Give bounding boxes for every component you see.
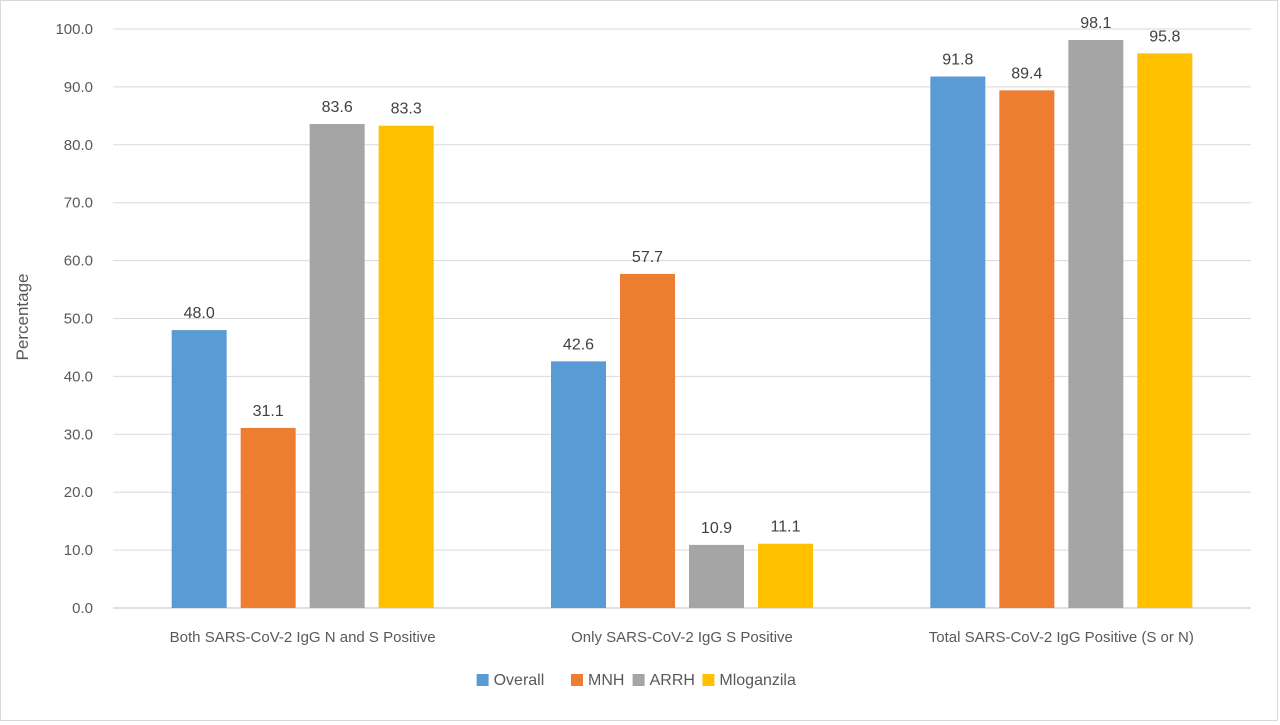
bar-overall — [551, 361, 606, 608]
y-tick-label: 100.0 — [55, 21, 93, 38]
y-axis-ticks: 0.0 10.0 20.0 30.0 40.0 50.0 60.0 70.0 80.0 90.0 1… — [55, 21, 93, 617]
bar-mnh — [620, 273, 675, 608]
bar-mnh — [240, 427, 296, 608]
legend-swatch — [571, 674, 583, 686]
y-tick-label: 50.0 — [64, 311, 93, 328]
legend-item-arrh: ARRH — [632, 672, 695, 689]
data-label: 31.1 — [253, 403, 284, 420]
data-label: 98.1 — [1080, 15, 1111, 32]
gridlines — [113, 28, 1251, 609]
legend-label: Mloganzila — [719, 672, 796, 689]
data-label: 83.6 — [322, 99, 353, 116]
legend-swatch — [632, 674, 645, 686]
y-tick-label: 0.0 — [72, 600, 93, 617]
data-label: 57.7 — [632, 249, 663, 266]
x-category-label: Total SARS-CoV-2 IgG Positive (S or N) — [929, 629, 1194, 646]
data-label: 42.6 — [563, 336, 594, 353]
x-category-label: Both SARS-CoV-2 IgG N and S Positive — [170, 629, 436, 646]
bar-arrh — [309, 123, 365, 609]
y-tick-label: 20.0 — [64, 484, 93, 501]
x-axis-categories: Both SARS-CoV-2 IgG N and S Positive Only… — [170, 629, 1194, 646]
legend-swatch — [476, 674, 489, 686]
data-label: 10.9 — [701, 520, 732, 537]
data-label: 91.8 — [942, 51, 973, 68]
legend-label: Overall — [494, 672, 545, 689]
y-tick-label: 80.0 — [64, 137, 93, 154]
bar-mloganzila — [1137, 53, 1193, 609]
data-label: 83.3 — [391, 101, 422, 118]
y-tick-label: 70.0 — [64, 195, 93, 212]
legend-swatch — [702, 674, 715, 686]
y-tick-label: 60.0 — [64, 253, 93, 270]
bar-mnh — [999, 90, 1055, 608]
bar-arrh — [689, 544, 744, 608]
y-axis-label: Percentage — [13, 274, 32, 361]
y-tick-label: 30.0 — [64, 426, 93, 443]
data-label: 89.4 — [1011, 65, 1042, 82]
bar-mloganzila — [758, 543, 813, 608]
legend-label: ARRH — [650, 672, 695, 689]
bar-overall — [171, 330, 227, 608]
bar-overall — [930, 76, 986, 608]
bars — [171, 40, 1193, 609]
y-tick-label: 10.0 — [64, 542, 93, 559]
legend: Overall MNH ARRH Mloganzila — [476, 672, 796, 689]
legend-item-overall: Overall — [476, 672, 545, 689]
data-label: 95.8 — [1149, 28, 1180, 45]
bar-arrh — [1068, 40, 1124, 609]
data-label: 48.0 — [184, 305, 215, 322]
y-tick-label: 90.0 — [64, 79, 93, 96]
data-labels: 48.0 31.1 83.6 83.3 42.6 57.7 10.9 11.1 91.8 89.4… — [184, 15, 1181, 537]
bar-mloganzila — [378, 125, 434, 609]
legend-item-mnh: MNH — [571, 672, 624, 689]
legend-label: MNH — [588, 672, 624, 689]
y-tick-label: 40.0 — [64, 368, 93, 385]
x-category-label: Only SARS-CoV-2 IgG S Positive — [571, 629, 793, 646]
legend-item-mloganzila: Mloganzila — [702, 672, 796, 689]
data-label: 11.1 — [771, 519, 801, 536]
